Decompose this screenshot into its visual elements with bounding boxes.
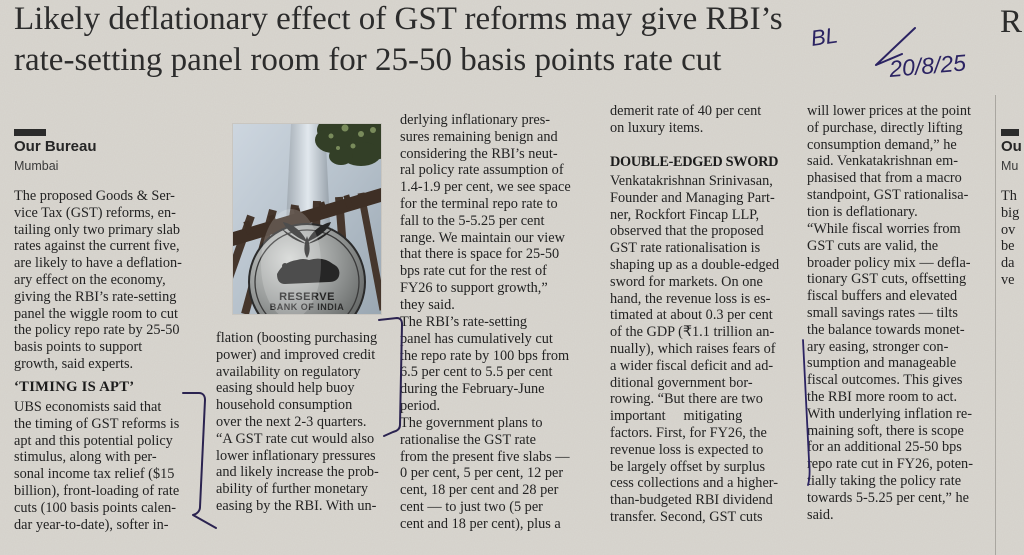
svg-text:BL: BL	[809, 22, 839, 51]
svg-text:20/8/25: 20/8/25	[887, 49, 967, 82]
